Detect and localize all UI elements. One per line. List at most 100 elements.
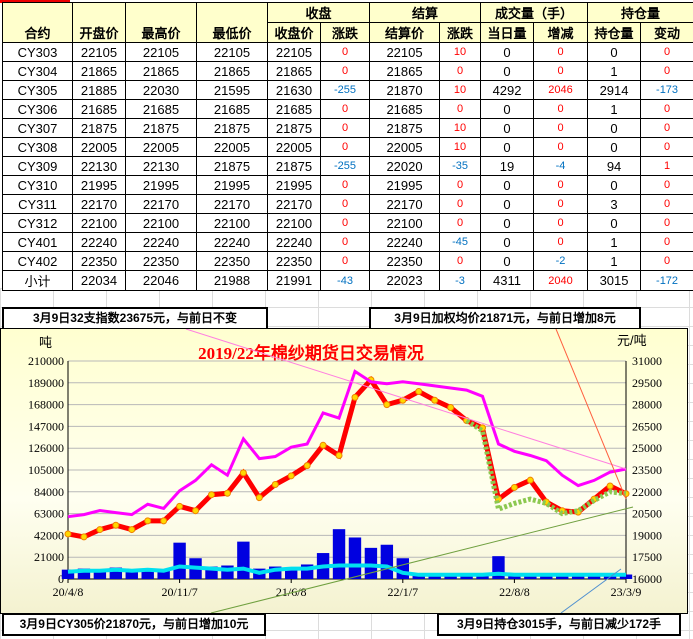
table-row: CY401 22240 22240 22240 22240 0 22240 -45 0 0 1 0 — [2, 232, 693, 252]
cy305-note: 3月9日CY305价21870元，与前日增加10元 — [2, 613, 266, 636]
cell-0: CY311 — [2, 194, 73, 214]
cell-5: 0 — [319, 42, 371, 62]
table-row: 小计 22034 22046 21988 21991 -43 22023 -3 4311 2040… — [2, 270, 693, 291]
trading-chart: 2019/22年棉纱期货日交易情况 0 21000 42000 63000 84000 1… — [0, 328, 688, 614]
cell-9: -4 — [533, 156, 589, 176]
col-header-high: 最高价 — [125, 2, 197, 43]
price-marker — [335, 451, 343, 459]
left-tick-label: 105000 — [28, 463, 64, 477]
col-header-oi: 持仓量 — [587, 22, 642, 43]
cell-7: -45 — [439, 232, 482, 252]
cell-6: 21865 — [369, 61, 441, 81]
left-tick-label: 126000 — [28, 441, 64, 455]
cell-7: 0 — [439, 251, 482, 271]
active-cell-marker — [0, 0, 70, 3]
cell-2: 22005 — [125, 137, 197, 157]
price-marker — [415, 388, 423, 396]
cell-11: 0 — [640, 42, 693, 62]
cell-11: -172 — [640, 270, 693, 291]
price-marker — [64, 530, 72, 538]
cell-7: 0 — [439, 213, 482, 233]
cell-4: 21630 — [267, 80, 321, 100]
price-marker — [128, 526, 136, 534]
col-header-oi-change: 变动 — [640, 22, 693, 43]
cell-0: CY307 — [2, 118, 73, 138]
cell-6: 22105 — [369, 42, 441, 62]
table-row: CY307 21875 21875 21875 21875 0 21875 10 0 0 0 0 — [2, 118, 693, 138]
price-marker — [431, 396, 439, 404]
open-interest-note: 3月9日持仓3015手，与前日减少172手 — [437, 613, 681, 636]
price-marker — [447, 404, 455, 412]
price-marker — [207, 491, 215, 499]
cell-10: 1 — [587, 61, 642, 81]
cell-0: CY310 — [2, 175, 73, 195]
cell-4: 21991 — [267, 270, 321, 291]
cell-2: 22130 — [125, 156, 197, 176]
cell-0: CY303 — [2, 42, 73, 62]
cell-11: 1 — [640, 156, 693, 176]
col-header-volume-change: 增减 — [533, 22, 589, 43]
price-marker — [351, 393, 359, 401]
cell-8: 4311 — [480, 270, 535, 291]
cell-1: 22240 — [72, 232, 126, 252]
col-header-low: 最低价 — [196, 2, 268, 43]
x-tick-label: 23/3/9 — [611, 585, 642, 599]
cell-8: 4292 — [480, 80, 535, 100]
cell-9: 0 — [533, 118, 589, 138]
volume-bar — [524, 574, 537, 579]
price-marker — [526, 476, 534, 484]
chart-canvas: 0 21000 42000 63000 84000 105000 126000 147000 1… — [28, 329, 662, 613]
cell-10: 0 — [587, 42, 642, 62]
price-marker — [303, 462, 311, 470]
pointer-line-red — [555, 329, 627, 500]
cell-10: 0 — [587, 137, 642, 157]
price-marker — [223, 489, 231, 497]
table-row: CY303 22105 22105 22105 22105 0 22105 10 0 0 0 0 — [2, 42, 693, 62]
cell-1: 21865 — [72, 61, 126, 81]
cell-11: 0 — [640, 251, 693, 271]
cell-0: CY304 — [2, 61, 73, 81]
col-header-close-change: 涨跌 — [319, 22, 371, 43]
cell-1: 22100 — [72, 213, 126, 233]
cell-5: 0 — [319, 232, 371, 252]
group-header-settle: 结算 — [369, 2, 482, 23]
table-row: CY311 22170 22170 22170 22170 0 22170 0 0 0 3 0 — [2, 194, 693, 214]
index-note: 3月9日32支指数23675元，与前日不变 — [2, 307, 268, 330]
cell-6: 21870 — [369, 80, 441, 100]
trend-line-pink — [185, 329, 627, 470]
cell-8: 0 — [480, 99, 535, 119]
cell-6: 22170 — [369, 194, 441, 214]
price-marker — [96, 526, 104, 534]
cell-6: 22240 — [369, 232, 441, 252]
col-header-settle: 结算价 — [369, 22, 441, 43]
volume-bar — [61, 569, 75, 579]
cell-10: 0 — [587, 118, 642, 138]
cell-7: 0 — [439, 99, 482, 119]
right-tick-label: 28000 — [632, 398, 662, 412]
price-marker — [255, 494, 263, 502]
volume-bar — [332, 529, 346, 579]
volume-bar — [380, 544, 394, 579]
cell-0: CY306 — [2, 99, 73, 119]
cell-6: 22020 — [369, 156, 441, 176]
volume-bar — [141, 568, 154, 579]
cell-7: 10 — [439, 42, 482, 62]
cell-6: 21995 — [369, 175, 441, 195]
cell-10: 0 — [587, 175, 642, 195]
col-header-settle-change: 涨跌 — [439, 22, 482, 43]
cell-2: 22100 — [125, 213, 197, 233]
table-row: CY310 21995 21995 21995 21995 0 21995 0 0 0 0 0 — [2, 175, 693, 195]
col-header-open: 开盘价 — [72, 2, 126, 43]
cell-7: -35 — [439, 156, 482, 176]
price-marker — [287, 472, 295, 480]
right-tick-label: 16000 — [632, 572, 662, 586]
cell-9: 0 — [533, 99, 589, 119]
cell-8: 0 — [480, 118, 535, 138]
group-header-close: 收盘 — [266, 2, 371, 23]
cell-5: 0 — [319, 137, 371, 157]
cell-8: 0 — [480, 175, 535, 195]
volume-bar — [157, 569, 170, 579]
cell-11: 0 — [640, 213, 693, 233]
cell-10: 3015 — [587, 270, 642, 291]
cell-0: CY308 — [2, 137, 73, 157]
